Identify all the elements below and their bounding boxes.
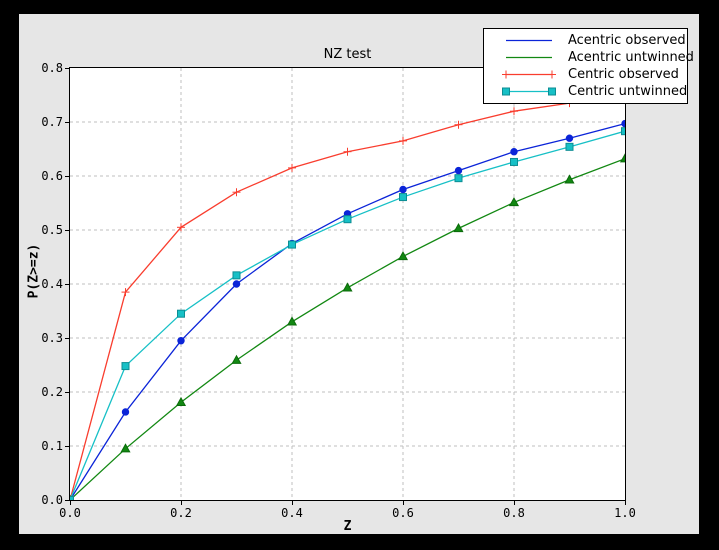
legend-sample-line-icon [506,56,552,59]
series-line [70,130,625,500]
data-point-marker [120,443,131,453]
series-acentric-untwinned [70,153,625,500]
series-acentric-observed [70,119,625,500]
y-tick-label: 0.3 [41,331,63,345]
legend-row-acentric-untwinned: Acentric untwinned [484,49,694,66]
x-tick-label: 0.6 [392,506,414,520]
plot-svg [70,68,625,500]
legend-label: Acentric observed [568,33,686,48]
y-tick-label: 0.4 [41,277,63,291]
y-tick-label: 0.8 [41,61,63,75]
data-point-marker [232,271,241,280]
legend-marker [548,87,556,96]
series-centric-observed [70,88,625,500]
y-tick-label: 0.1 [41,439,63,453]
data-point-marker [510,157,518,166]
y-tick [65,67,69,69]
data-point-marker [399,185,407,194]
data-point-marker [175,396,187,406]
y-tick [65,283,69,285]
figure: NZ test Z P(Z>=z) Acentric observed Acen… [19,14,699,534]
data-point-marker [565,134,574,142]
data-point-marker [564,174,575,184]
series-centric-untwinned [70,127,625,500]
y-tick [65,499,69,501]
data-point-marker [621,127,625,136]
legend-label: Centric observed [568,67,679,82]
x-tick [180,501,182,505]
legend-marker [502,87,510,96]
legend-row-centric-observed: Centric observed [484,66,687,83]
data-point-marker [565,142,574,151]
y-tick [65,121,69,123]
data-point-marker [454,166,463,175]
x-tick [402,501,404,505]
y-tick [65,337,69,339]
x-tick [291,501,293,505]
data-point-marker [288,240,296,249]
data-point-marker [621,119,625,128]
legend-sample-square-line-icon [502,87,556,96]
y-tick [65,445,69,447]
y-tick [65,391,69,393]
data-point-marker [508,197,520,207]
y-tick [65,229,69,231]
data-point-marker [397,251,409,261]
data-point-marker [177,337,185,345]
x-tick [69,501,71,505]
plot-area [69,67,626,501]
x-tick-label: 0.0 [59,506,81,520]
data-point-marker [454,174,463,183]
legend: Acentric observed Acentric untwinned Cen… [483,28,694,104]
y-tick-label: 0.2 [41,385,63,399]
x-tick [624,501,626,505]
data-point-marker [121,362,130,371]
x-tick-label: 1.0 [614,506,636,520]
y-tick [65,175,69,177]
data-point-marker [619,153,625,163]
data-point-marker [510,148,518,156]
data-point-marker [343,215,352,224]
legend-row-acentric-observed: Acentric observed [484,32,687,49]
legend-row-centric-untwinned: Centric untwinned [484,83,687,100]
y-tick-label: 0.0 [41,493,63,507]
x-tick-label: 0.2 [170,506,192,520]
data-point-marker [121,408,130,416]
data-point-marker [231,354,242,364]
legend-sample-line-icon [506,39,552,42]
data-point-marker [232,280,241,288]
x-tick-label: 0.4 [281,506,303,520]
legend-label: Centric untwinned [568,84,688,99]
data-point-marker [286,316,298,326]
data-point-marker [70,496,74,500]
x-tick [513,501,515,505]
data-point-marker [177,309,185,318]
legend-label: Acentric untwinned [568,50,694,65]
x-tick-label: 0.8 [503,506,525,520]
chart-title: NZ test [323,47,372,62]
data-point-marker [399,193,407,202]
y-tick-label: 0.7 [41,115,63,129]
series-line [70,158,625,500]
legend-sample-plus-line-icon [502,70,556,79]
data-point-marker [342,282,353,292]
data-point-marker [453,222,464,233]
x-axis-label: Z [343,519,352,534]
series-line [70,122,625,500]
y-tick-label: 0.6 [41,169,63,183]
y-tick-label: 0.5 [41,223,63,237]
